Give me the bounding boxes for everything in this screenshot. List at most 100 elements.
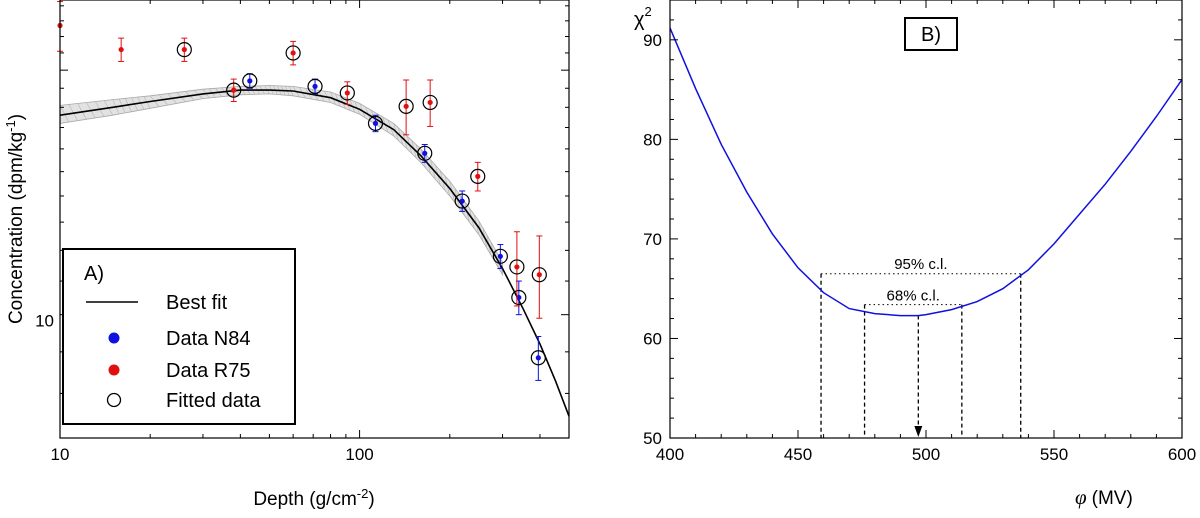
y-axis-title-a: Concentration (dpm/kg-1) [3, 114, 27, 324]
x-tick-label: 450 [784, 445, 812, 464]
legend-swatch-fitted [106, 392, 122, 408]
y-tick-label: 80 [643, 130, 662, 149]
data-dot [118, 46, 124, 53]
point-data-r75-5 [339, 81, 355, 105]
fitted-marker [454, 193, 470, 209]
data-dot [475, 173, 481, 179]
data-dot [516, 294, 522, 301]
data-points [57, 0, 547, 381]
fitted-marker [417, 145, 433, 161]
point-data-n84-7 [530, 336, 546, 381]
legend-label-n84: Data N84 [166, 328, 251, 350]
x-tick-label: 100 [345, 445, 373, 464]
point-data-r75-2 [176, 37, 192, 62]
data-dot [247, 78, 253, 84]
data-dot [344, 90, 350, 96]
fitted-marker [511, 289, 527, 306]
legend-swatch-n84 [108, 332, 120, 344]
fitted-marker [470, 168, 486, 184]
point-data-n84-4 [454, 190, 470, 212]
fitted-marker [422, 94, 438, 111]
point-data-n84-0 [242, 73, 258, 89]
point-data-r75-7 [422, 79, 438, 127]
plot-frame-a [59, 0, 570, 439]
y-tick-label: 10 [35, 312, 54, 331]
point-data-n84-1 [307, 78, 323, 95]
data-dot [514, 264, 520, 270]
point-data-r75-3 [226, 78, 242, 102]
legend-box [62, 248, 296, 425]
fitted-marker [176, 41, 192, 58]
point-data-n84-3 [417, 143, 433, 163]
legend-label-r75: Data R75 [166, 360, 251, 382]
data-dot [372, 120, 379, 126]
data-dot [427, 99, 433, 106]
chi-square-curve [669, 27, 1183, 317]
best-fit-curve-group [59, 89, 570, 417]
cl-label-95: 95% c.l. [894, 256, 947, 273]
data-dot [459, 198, 465, 204]
data-dot [403, 103, 409, 109]
x-tick-label: 550 [1040, 445, 1068, 464]
plot-frame-b [669, 0, 1183, 439]
point-data-r75-8 [470, 161, 486, 192]
y-tick-label: 50 [643, 429, 662, 448]
point-data-r75-6 [398, 79, 414, 136]
minimum-arrow-head [914, 426, 923, 437]
point-data-r75-1 [118, 37, 125, 62]
panel-a-depth-profile: 10 100 10 Depth (g/cm-2) Concentration (dp… [3, 0, 570, 510]
x-tick-label: 600 [1168, 445, 1196, 464]
x-axis-title-b: φ (MV) [1075, 485, 1133, 509]
best-fit-line [59, 89, 570, 417]
data-dot [181, 46, 187, 53]
panel-label-b: B) [921, 24, 941, 46]
data-dot [422, 150, 428, 156]
uncertainty-band [59, 85, 503, 277]
x-tick-label: 10 [51, 445, 70, 464]
point-data-n84-5 [492, 244, 508, 269]
y-axis-title-b: χ2 [634, 4, 652, 31]
y-tick-label: 60 [643, 329, 662, 348]
y-tick-label: 90 [643, 31, 662, 50]
data-dot [312, 83, 318, 89]
legend-swatch-r75 [108, 364, 120, 376]
fitted-marker [531, 267, 547, 283]
fitted-marker [242, 73, 258, 89]
cl-label-68: 68% c.l. [887, 288, 940, 305]
axis-ticks-b: 400 450 500 550 600 50 60 70 80 90 [643, 0, 1196, 464]
data-dot [497, 253, 503, 259]
data-dot [290, 50, 296, 56]
x-axis-title-a: Depth (g/cm-2) [253, 486, 374, 510]
y-tick-label: 70 [643, 230, 662, 249]
fitted-marker [509, 259, 525, 275]
chi-square-curve-group [669, 27, 1183, 317]
fitted-marker [492, 248, 508, 264]
confidence-intervals [820, 273, 1022, 438]
confidence-interval-0 [820, 273, 1022, 438]
panel-b-chi-square: 400 450 500 550 600 50 60 70 80 90 B) χ2 φ (MV) 95… [634, 0, 1196, 509]
fitted-marker [367, 115, 384, 131]
legend-title: A) [84, 263, 104, 285]
fitted-marker [226, 82, 242, 98]
legend-a: A) Best fit Data N84 Data R75 Fitted dat… [62, 248, 296, 425]
fitted-marker [285, 45, 301, 61]
uncertainty-band-fill [59, 85, 503, 277]
fitted-marker [339, 85, 355, 101]
point-data-r75-10 [531, 235, 547, 319]
confidence-interval-1 [863, 304, 963, 438]
data-dot [536, 272, 542, 278]
x-tick-label: 500 [912, 445, 940, 464]
point-data-r75-4 [285, 40, 301, 66]
point-data-n84-2 [367, 114, 384, 133]
fitted-marker [307, 78, 323, 94]
data-dot [535, 355, 541, 361]
panel-label-box-b [904, 17, 958, 51]
fitted-marker [530, 350, 546, 366]
point-data-r75-9 [509, 231, 525, 307]
data-dot [231, 87, 237, 93]
fitted-marker [398, 98, 414, 114]
x-tick-label: 400 [656, 445, 684, 464]
legend-label-fitted: Fitted data [166, 390, 261, 412]
legend-label-best-fit: Best fit [166, 292, 228, 314]
